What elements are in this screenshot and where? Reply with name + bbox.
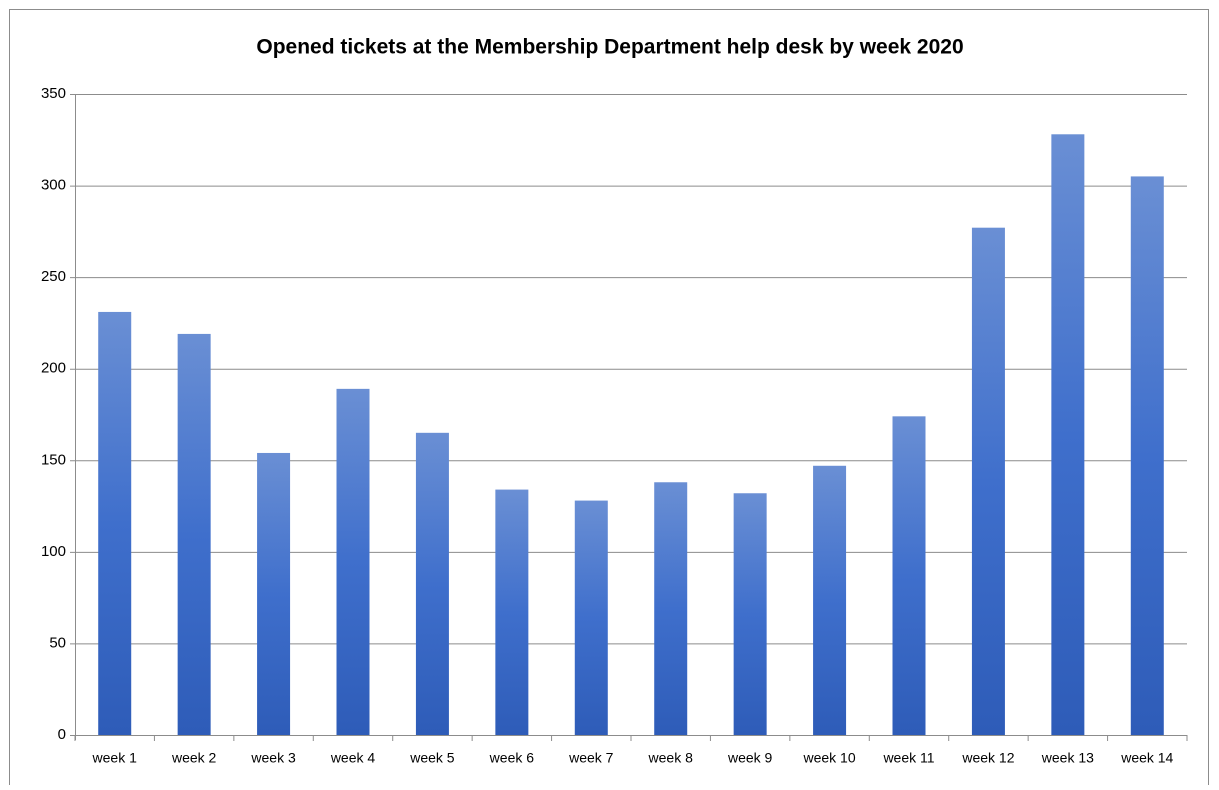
bar [98, 311, 132, 735]
x-tick-label: week 7 [568, 750, 614, 766]
bar [495, 489, 529, 735]
x-tick-label: week 1 [92, 750, 138, 766]
x-tick-label: week 5 [409, 750, 455, 766]
y-tick-label: 100 [41, 543, 66, 560]
x-tick-label: week 3 [250, 750, 296, 766]
x-tick-label: week 9 [727, 750, 773, 766]
bar [733, 493, 767, 735]
y-tick-label: 300 [41, 177, 66, 194]
y-tick-label: 0 [58, 726, 66, 743]
bar [892, 416, 926, 735]
x-tick-label: week 2 [171, 750, 217, 766]
bar [415, 432, 449, 735]
x-tick-label: week 10 [802, 750, 855, 766]
y-tick-label: 250 [41, 268, 66, 285]
bar [336, 388, 370, 735]
x-tick-label: week 13 [1041, 750, 1094, 766]
y-tick-label: 50 [49, 634, 66, 651]
bar [257, 452, 291, 735]
y-tick-label: 150 [41, 451, 66, 468]
bar [1130, 176, 1164, 735]
bar [971, 227, 1005, 736]
x-tick-label: week 12 [961, 750, 1014, 766]
x-tick-label: week 8 [648, 750, 694, 766]
y-tick-label: 200 [41, 360, 66, 377]
x-tick-label: week 11 [882, 750, 934, 766]
x-tick-label: week 14 [1120, 750, 1173, 766]
bar [574, 500, 608, 735]
x-tick-label: week 4 [330, 750, 376, 766]
bar [1051, 134, 1085, 735]
bar [177, 333, 211, 735]
chart-title: Opened tickets at the Membership Departm… [256, 36, 963, 59]
y-tick-label: 350 [41, 85, 66, 102]
x-tick-label: week 6 [489, 750, 535, 766]
bar [813, 465, 847, 735]
bar [654, 482, 688, 735]
